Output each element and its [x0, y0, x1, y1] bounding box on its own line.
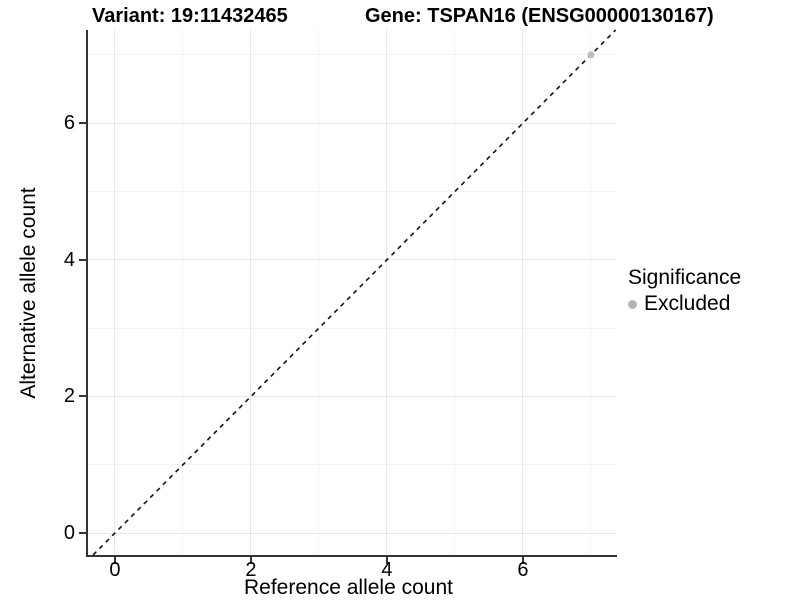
x-tick-mark	[521, 557, 524, 564]
y-axis-title: Alternative allele count	[17, 187, 40, 399]
y-tick-mark	[79, 532, 86, 534]
gridline-x-major	[114, 30, 116, 555]
y-tick-label: 0	[63, 522, 75, 544]
x-axis-title: Reference allele count	[244, 576, 453, 599]
x-tick-mark	[249, 557, 252, 564]
gridline-y-minor	[88, 464, 616, 466]
x-tick-label: 0	[109, 559, 121, 581]
legend-item-label: Excluded	[644, 292, 731, 315]
plot-title-variant: Variant: 19:11432465	[92, 5, 288, 27]
x-tick-mark	[385, 557, 388, 564]
y-tick-mark	[79, 258, 86, 261]
gridline-x-minor	[182, 30, 184, 555]
identity-dashed-line	[92, 29, 617, 556]
y-tick-label: 6	[63, 112, 75, 135]
identity-line-layer	[92, 29, 617, 556]
x-tick-label: 6	[517, 559, 529, 581]
gridline-y-minor	[88, 327, 616, 329]
legend-title: Significance	[628, 266, 742, 289]
gridline-x-major	[522, 30, 524, 555]
x-tick-label: 4	[381, 559, 393, 581]
gridline-x-minor	[590, 30, 592, 555]
y-tick-label: 4	[63, 248, 75, 271]
gridline-x-major	[250, 30, 252, 555]
x-axis-line	[86, 555, 617, 557]
gridline-y-major	[88, 532, 616, 534]
data-point-excluded	[587, 51, 595, 59]
x-tick-mark	[113, 557, 116, 564]
gridline-y-major	[88, 122, 616, 124]
gridline-x-minor	[318, 30, 320, 555]
plot-panel	[88, 29, 617, 556]
gridline-y-minor	[88, 190, 616, 192]
y-axis-line	[86, 30, 88, 557]
gridline-x-minor	[454, 30, 456, 555]
y-tick-mark	[79, 395, 86, 398]
legend-item-excluded: Excluded	[628, 292, 741, 316]
plot-title-gene: Gene: TSPAN16 (ENSG00000130167)	[365, 5, 714, 27]
excluded-point-icon	[628, 299, 637, 309]
gridline-x-major	[386, 30, 388, 555]
gridline-y-major	[88, 395, 616, 397]
y-tick-mark	[79, 122, 86, 125]
y-tick-label: 2	[63, 385, 75, 408]
legend: Significance Excluded	[628, 266, 741, 316]
gridline-y-major	[88, 259, 616, 261]
gridline-y-minor	[88, 54, 616, 56]
x-tick-label: 2	[245, 559, 257, 581]
